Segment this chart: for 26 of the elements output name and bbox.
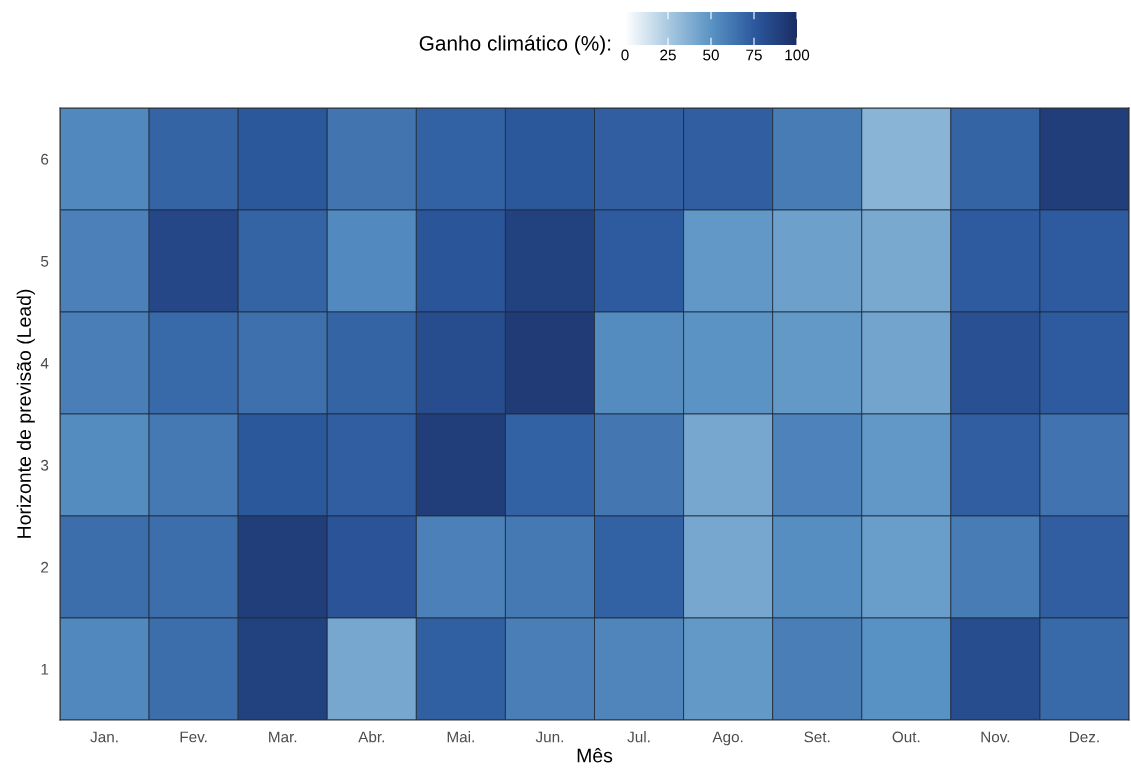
color-bar-title: Ganho climático (%): [419,35,611,55]
y-tick-label: 1 [41,664,49,675]
x-axis-title: Mês [577,748,613,763]
x-tick-label: Dez. [1070,731,1099,743]
y-tick-label: 2 [41,561,49,573]
color-bar-label: 75 [746,49,762,61]
y-tick-label: 6 [41,153,49,165]
y-tick-label: 5 [41,256,49,267]
x-tick-label: Jul. [627,731,650,743]
x-tick-label: Mar. [269,731,297,743]
color-bar-label: 0 [621,49,629,61]
x-tick-label: Fev. [180,731,207,743]
x-tick-label: Jan. [90,731,118,743]
y-tick-label: 4 [40,358,49,369]
x-tick-label: Abr. [358,731,384,743]
x-tick-label: Jun. [535,731,563,743]
y-tick-label: 3 [40,459,49,471]
y-axis-title: Horizonte de previsão (Lead) [16,289,35,538]
x-tick-label: Nov. [981,731,1010,743]
color-bar-label: 25 [660,49,676,61]
x-tick-label: Out. [892,731,920,743]
x-tick-label: Set. [804,731,830,743]
x-tick-label: Mai. [447,731,474,743]
color-bar-label: 50 [703,49,719,61]
x-tick-label: Ago. [712,731,743,746]
color-bar-label: 100 [785,49,810,61]
